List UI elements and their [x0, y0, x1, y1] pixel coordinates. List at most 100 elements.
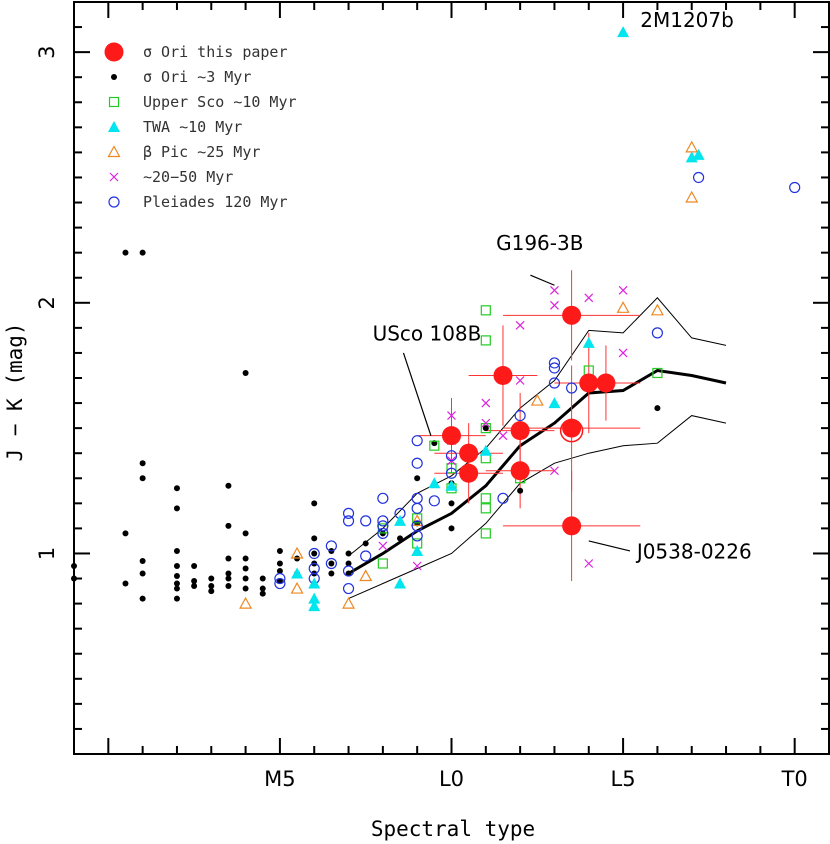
error-bars — [417, 270, 641, 582]
data-point — [328, 560, 335, 567]
data-point — [562, 516, 582, 536]
annotations: 2M1207b G196-3B USco 108B J0538-0226 — [373, 8, 752, 563]
data-point — [510, 421, 530, 441]
data-point — [445, 467, 458, 479]
data-point — [139, 475, 146, 482]
annotation-label: J0538-0226 — [635, 539, 752, 563]
data-point — [377, 520, 389, 532]
data-point — [394, 514, 407, 526]
data-point — [652, 367, 663, 379]
annotation-leader-line — [402, 352, 432, 436]
data-point — [411, 530, 423, 542]
data-point — [378, 541, 388, 551]
data-point — [342, 596, 356, 609]
y-axis-title: J − K (mag) — [3, 322, 27, 461]
data-point — [208, 583, 215, 590]
data-point — [517, 487, 524, 494]
data-point — [651, 327, 664, 339]
x-axis-title: Spectral type — [371, 817, 535, 841]
data-point — [359, 569, 373, 582]
data-point — [411, 492, 423, 504]
data-point — [122, 580, 129, 587]
data-point — [497, 492, 509, 504]
data-point — [480, 335, 491, 346]
legend-marker — [109, 172, 119, 182]
data-point — [482, 425, 489, 432]
data-point — [308, 592, 321, 604]
data-point — [445, 479, 458, 491]
x-tick-label: T0 — [781, 767, 808, 791]
data-point — [173, 547, 180, 554]
data-point — [480, 305, 491, 316]
data-point — [274, 577, 286, 590]
data-point — [446, 463, 457, 474]
data-point — [225, 482, 232, 489]
data-point — [448, 525, 455, 532]
series-0 — [442, 305, 616, 536]
data-point — [579, 373, 599, 393]
data-point — [311, 535, 318, 542]
data-point — [173, 580, 180, 587]
data-point — [362, 540, 369, 547]
series-6 — [274, 171, 801, 595]
legend-label: β Pic ∼25 Myr — [143, 143, 260, 161]
legend-label: TWA ∼10 Myr — [143, 118, 242, 136]
data-point — [242, 565, 249, 572]
data-point — [685, 140, 699, 153]
data-point — [445, 450, 458, 462]
data-point — [377, 492, 389, 504]
data-point — [459, 463, 479, 483]
data-point — [617, 26, 630, 38]
data-point — [191, 578, 198, 585]
data-point — [308, 600, 321, 612]
data-point — [325, 557, 337, 570]
data-point — [225, 570, 232, 577]
data-point — [481, 398, 491, 408]
data-point — [428, 495, 440, 507]
data-point — [414, 475, 421, 482]
data-point — [510, 461, 530, 481]
data-point — [566, 382, 578, 394]
data-point — [225, 522, 232, 529]
data-point — [242, 555, 249, 562]
data-point — [429, 440, 440, 451]
data-point — [139, 570, 146, 577]
data-point — [345, 560, 352, 567]
x-tick-label: M5 — [264, 767, 295, 791]
data-point — [225, 575, 232, 582]
legend-marker — [108, 96, 120, 108]
data-point — [448, 500, 455, 507]
sequence-line-lower — [348, 415, 727, 600]
data-point — [377, 558, 388, 569]
data-point — [276, 568, 283, 575]
data-point — [191, 563, 198, 569]
legend-label: Pleiades 120 Myr — [143, 193, 288, 211]
data-point — [789, 181, 801, 194]
y-tick-label: 1 — [35, 547, 59, 560]
data-point — [618, 348, 628, 358]
data-point — [259, 590, 266, 597]
series-1 — [71, 249, 661, 602]
data-point — [225, 555, 232, 562]
legend-label: ∼20−50 Myr — [143, 168, 233, 186]
data-point — [530, 393, 544, 406]
data-point — [514, 410, 526, 422]
data-point — [411, 435, 423, 447]
data-point — [377, 515, 389, 527]
data-point — [411, 544, 424, 556]
y-tick-label: 3 — [35, 45, 59, 58]
data-point — [480, 493, 491, 504]
data-point — [325, 540, 337, 552]
data-point — [548, 397, 561, 409]
data-point — [290, 546, 304, 559]
data-point — [498, 431, 508, 441]
data-point — [360, 550, 372, 562]
data-point — [259, 585, 266, 592]
annotation-label: 2M1207b — [640, 8, 734, 32]
data-point — [548, 377, 561, 389]
annotation-leader-line — [530, 274, 555, 286]
axes: M5 L0 L5 T0 1 2 3 — [35, 1, 830, 791]
data-point — [412, 561, 422, 571]
data-point — [616, 301, 630, 313]
